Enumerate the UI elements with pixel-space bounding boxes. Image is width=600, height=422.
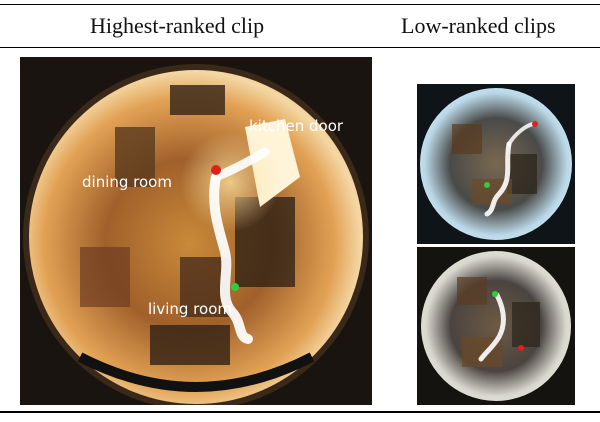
- table-top-rule: [0, 4, 600, 5]
- column-header-low: Low-ranked clips: [401, 13, 556, 38]
- column-header-highest: Highest-ranked clip: [90, 13, 265, 38]
- table-bottom-rule: [0, 411, 600, 413]
- table-header-rule: [0, 47, 600, 48]
- low-ranked-clip-image-1: [417, 84, 575, 244]
- low-ranked-clip-image-2: [417, 247, 575, 405]
- label-living-room: living room: [148, 300, 232, 318]
- highest-ranked-clip-image: kitchen door dining room living room: [20, 57, 372, 405]
- trajectory-start-marker: [231, 283, 239, 291]
- trajectory-end-marker: [211, 165, 221, 175]
- label-dining-room: dining room: [82, 173, 172, 191]
- label-kitchen-door: kitchen door: [249, 117, 344, 135]
